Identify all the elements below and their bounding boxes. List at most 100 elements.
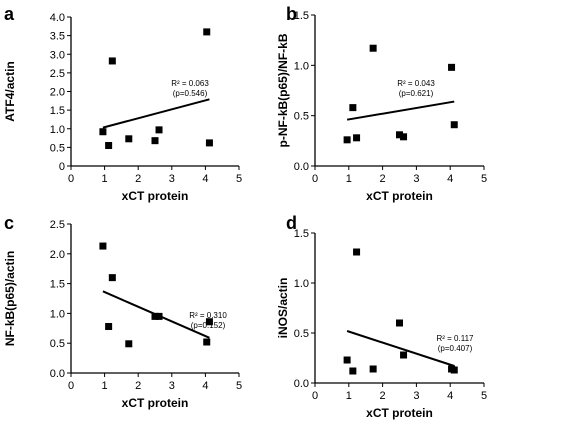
panel-d: d 0 1 2 3 4 5 0.0 0.5 1.0 1.5 xCT protein iNOS/actin… — [276, 213, 487, 420]
x-tick-label: 3 — [413, 173, 419, 185]
data-point — [155, 312, 163, 320]
x-axis-title: xCT protein — [122, 189, 189, 203]
data-point — [151, 137, 159, 145]
y-tick-label: 3.0 — [50, 49, 65, 61]
p-value-label: (p=0.152) — [191, 321, 226, 330]
data-point — [349, 104, 357, 112]
x-tick-label: 1 — [102, 173, 108, 185]
y-tick-label: 0.0 — [50, 368, 65, 380]
x-tick-label: 4 — [202, 173, 208, 185]
x-tick-label: 3 — [169, 173, 175, 185]
y-tick-label: 0.5 — [50, 338, 65, 350]
x-axis-title: xCT protein — [366, 406, 433, 420]
y-tick-label: 0 — [59, 161, 65, 173]
x-tick-label: 4 — [447, 173, 453, 185]
panel-letter: d — [286, 213, 297, 233]
x-axis-title: xCT protein — [122, 396, 189, 410]
y-tick-label: 0.0 — [294, 378, 309, 390]
data-point — [105, 142, 113, 150]
panel-letter: a — [4, 4, 15, 24]
data-point — [203, 338, 211, 346]
x-tick-label: 5 — [236, 380, 242, 392]
data-point — [448, 63, 456, 71]
y-tick-label: 1.5 — [50, 105, 65, 117]
x-tick-label: 2 — [380, 173, 386, 185]
y-tick-label: 4.0 — [50, 12, 65, 24]
x-tick-label: 2 — [135, 173, 141, 185]
r-squared-label: R² = 0.310 — [189, 311, 227, 320]
y-axis-title: p-NF-kB(p65)/NF-kB — [276, 33, 290, 147]
panel-letter: b — [286, 4, 297, 24]
y-tick-label: 2.0 — [50, 249, 65, 261]
data-point — [343, 136, 351, 144]
regression-line — [346, 330, 455, 367]
data-point — [105, 323, 113, 331]
data-point — [353, 134, 361, 142]
x-tick-label: 1 — [346, 173, 352, 185]
data-point — [349, 367, 357, 375]
y-tick-label: 1.5 — [50, 279, 65, 291]
x-tick-label: 2 — [380, 390, 386, 402]
data-point — [108, 274, 116, 282]
x-tick-label: 5 — [481, 390, 487, 402]
data-point — [396, 131, 403, 139]
r-squared-label: R² = 0.043 — [397, 79, 435, 88]
data-point — [343, 356, 351, 364]
y-tick-label: 1.0 — [50, 308, 65, 320]
y-tick-label: 0.5 — [294, 111, 309, 123]
regression-line — [346, 100, 455, 121]
x-tick-label: 0 — [312, 173, 318, 185]
r-squared-label: R² = 0.063 — [171, 79, 209, 88]
y-tick-label: 1.0 — [50, 124, 65, 136]
p-value-label: (p=0.621) — [399, 89, 434, 98]
y-axis-title: ATF4/actin — [3, 61, 17, 121]
x-tick-label: 0 — [312, 390, 318, 402]
data-point — [205, 318, 213, 326]
panel-c: c 0 1 2 3 4 5 0.0 0.5 1.0 1.5 2.0 2.5 xCT protein NF-k… — [3, 213, 242, 410]
data-point — [99, 128, 107, 136]
x-tick-label: 5 — [236, 173, 242, 185]
data-point — [203, 28, 211, 36]
data-point — [125, 340, 133, 348]
y-axis-title: NF-kB(p65)/actin — [3, 251, 17, 346]
y-tick-label: 2.5 — [50, 219, 65, 231]
y-tick-label: 0.5 — [50, 142, 65, 154]
data-point — [400, 133, 408, 141]
data-point — [450, 366, 458, 374]
r-squared-label: R² = 0.117 — [437, 334, 475, 343]
x-tick-label: 2 — [135, 380, 141, 392]
y-tick-label: 1.0 — [294, 60, 309, 72]
x-tick-label: 0 — [68, 173, 74, 185]
y-tick-label: 1.5 — [294, 10, 309, 22]
y-axis-title: iNOS/actin — [276, 278, 290, 339]
data-point — [369, 365, 377, 373]
data-point — [125, 135, 133, 143]
y-tick-label: 2.0 — [50, 87, 65, 99]
x-tick-label: 4 — [447, 390, 453, 402]
x-tick-label: 4 — [202, 380, 208, 392]
data-point — [155, 126, 163, 134]
x-tick-label: 1 — [102, 380, 108, 392]
x-tick-label: 3 — [169, 380, 175, 392]
x-axis-title: xCT protein — [366, 189, 433, 203]
data-point — [205, 139, 213, 147]
y-tick-label: 3.5 — [50, 31, 65, 43]
data-point — [450, 121, 458, 129]
y-tick-label: 1.5 — [294, 228, 309, 240]
p-value-label: (p=0.546) — [173, 89, 208, 98]
data-point — [400, 351, 408, 359]
panel-letter: c — [4, 213, 14, 233]
panel-a: a 0 1 2 3 4 5 0 0.5 1.0 1.5 2.0 2.5 3.0 3.5 4.0 xCT prot… — [3, 4, 242, 203]
x-tick-label: 1 — [346, 390, 352, 402]
regression-line — [102, 98, 210, 129]
y-tick-label: 1.0 — [294, 278, 309, 290]
data-point — [99, 242, 107, 250]
data-point — [396, 319, 403, 327]
panel-b: b 0 1 2 3 4 5 0.0 0.5 1.0 1.5 xCT protein p-NF-kB(p6… — [276, 4, 487, 203]
y-tick-label: 2.5 — [50, 68, 65, 80]
p-value-label: (p=0.407) — [438, 344, 473, 353]
data-point — [369, 44, 377, 52]
data-point — [108, 57, 116, 65]
